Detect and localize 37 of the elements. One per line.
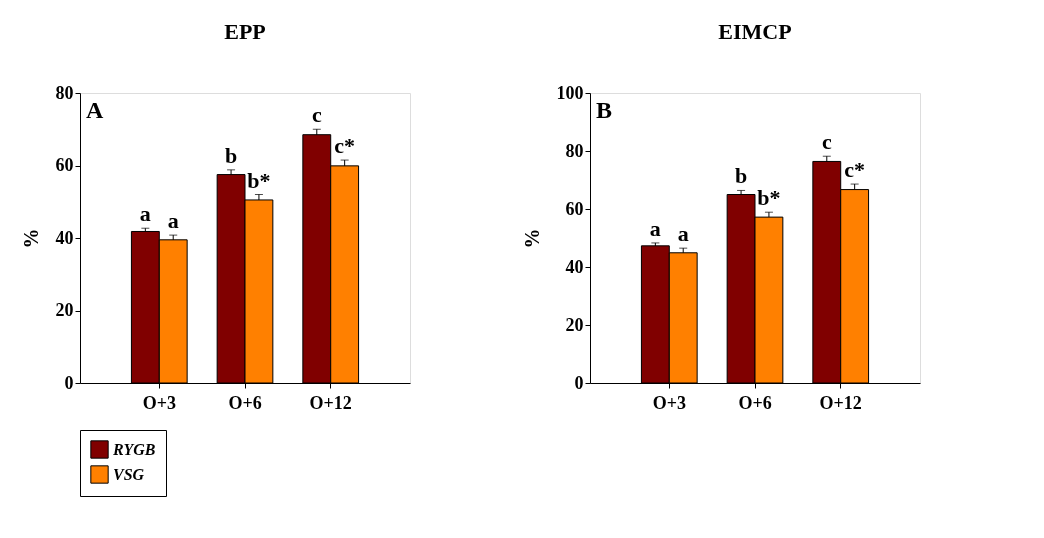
y-tick-label: 20 bbox=[55, 300, 74, 320]
data-label: a bbox=[649, 215, 661, 241]
x-tick-label: O+12 bbox=[819, 392, 862, 413]
y-tick-label: 0 bbox=[64, 372, 74, 393]
y-tick-label: 20 bbox=[565, 314, 584, 335]
annotation: B bbox=[596, 97, 613, 123]
y-tick-label: 0 bbox=[574, 372, 584, 393]
data-label: c bbox=[311, 102, 322, 128]
x-tick-label: O+3 bbox=[142, 392, 176, 413]
x-tick-label: O+12 bbox=[309, 392, 352, 413]
data-label: a bbox=[677, 221, 689, 247]
data-label: b* bbox=[757, 185, 781, 211]
data-label: b* bbox=[247, 167, 271, 193]
y-tick-label: 80 bbox=[55, 82, 74, 103]
data-label: b bbox=[734, 163, 748, 189]
data-label: c bbox=[821, 129, 832, 155]
y-tick-label: 40 bbox=[565, 256, 584, 277]
chart-title: EIMCP bbox=[718, 19, 792, 44]
annotation: A bbox=[86, 97, 104, 123]
y-tick-label: 40 bbox=[55, 227, 74, 248]
data-label: c* bbox=[334, 133, 356, 159]
y-tick-label: 60 bbox=[565, 198, 584, 219]
data-label: a bbox=[139, 201, 151, 227]
legend-label: RYGB bbox=[112, 440, 156, 458]
data-label: a bbox=[167, 208, 179, 234]
legend-label: VSG bbox=[113, 465, 145, 483]
y-tick-label: 60 bbox=[55, 155, 74, 175]
y-axis-title: % bbox=[520, 228, 543, 249]
y-tick-label: 80 bbox=[565, 140, 584, 161]
x-tick-label: O+6 bbox=[738, 392, 772, 413]
x-tick-label: O+6 bbox=[228, 392, 262, 413]
data-label: c* bbox=[844, 157, 866, 183]
chart-title: EPP bbox=[224, 19, 266, 44]
x-tick-label: O+3 bbox=[652, 392, 686, 413]
data-label: b bbox=[224, 142, 238, 168]
y-tick-label: 100 bbox=[556, 82, 584, 103]
y-axis-title: % bbox=[19, 228, 42, 249]
